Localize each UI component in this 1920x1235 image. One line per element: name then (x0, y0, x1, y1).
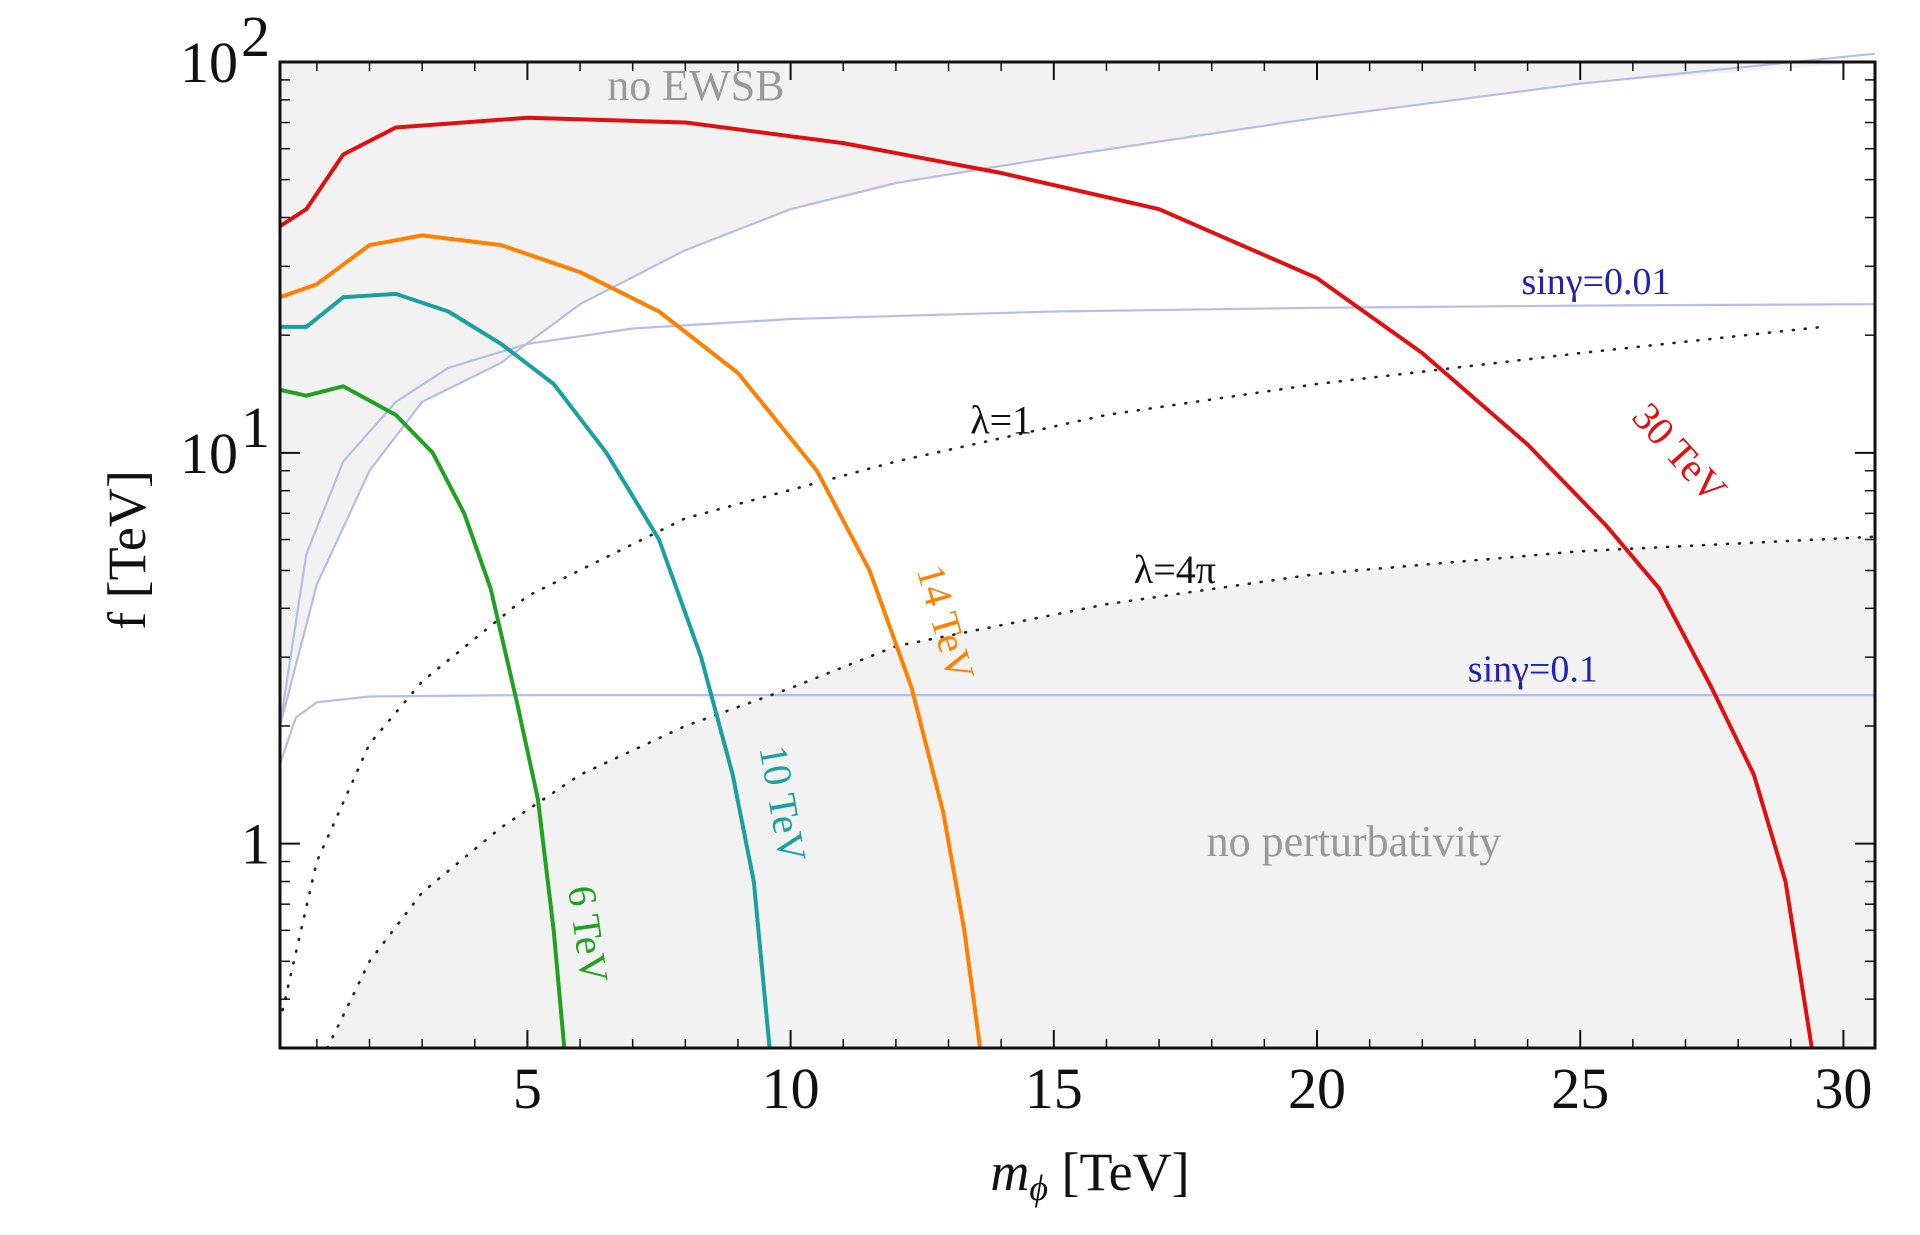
y-tick-label: 1 (241, 812, 270, 877)
x-tick-label: 20 (1288, 1056, 1346, 1121)
x-tick-label: 25 (1551, 1056, 1609, 1121)
dotted-lines (278, 325, 1877, 1050)
ref-line-boundary (278, 52, 1876, 727)
dotted-line-lambda-4pi (326, 535, 1877, 1050)
no-perturbativity-region (327, 536, 1876, 1048)
y-tick-exponent: 1 (241, 395, 270, 460)
y-tick-label: 10 (180, 421, 238, 486)
annotation-30-tev: 30 TeV (1624, 394, 1736, 512)
series-10-tev (280, 291, 772, 1049)
series-lines (278, 115, 1814, 1049)
y-tick-exponent: 2 (241, 4, 270, 69)
x-tick-label: 5 (513, 1056, 542, 1121)
x-axis-title: mϕ [TeV] (990, 1142, 1189, 1208)
no-ewsb-region-label: no EWSB (607, 61, 784, 110)
ref-line-sin-0-1 (278, 694, 1875, 765)
x-tick-label: 30 (1814, 1056, 1872, 1121)
y-tick-label: 10 (180, 30, 238, 95)
annotation-lambda-4pi: λ=4π (1134, 547, 1216, 592)
annotation-singamma-0-01: sinγ=0.01 (1521, 261, 1670, 303)
shaded-regions (280, 62, 1876, 1048)
annotation-lambda-1: λ=1 (970, 398, 1032, 443)
annotation-singamma-0-1: sinγ=0.1 (1468, 648, 1598, 690)
series-6-tev (279, 384, 567, 1049)
series-30-tev (278, 115, 1814, 1049)
series-14-tev (279, 233, 983, 1049)
y-axis-title: f [TeV] (97, 470, 157, 630)
no-perturbativity-region-label: no perturbativity (1207, 817, 1502, 866)
plot-frame (278, 60, 1877, 1050)
x-tick-label: 10 (762, 1056, 820, 1121)
no-ewsb-region (280, 62, 1875, 726)
x-tick-label: 15 (1025, 1056, 1083, 1121)
